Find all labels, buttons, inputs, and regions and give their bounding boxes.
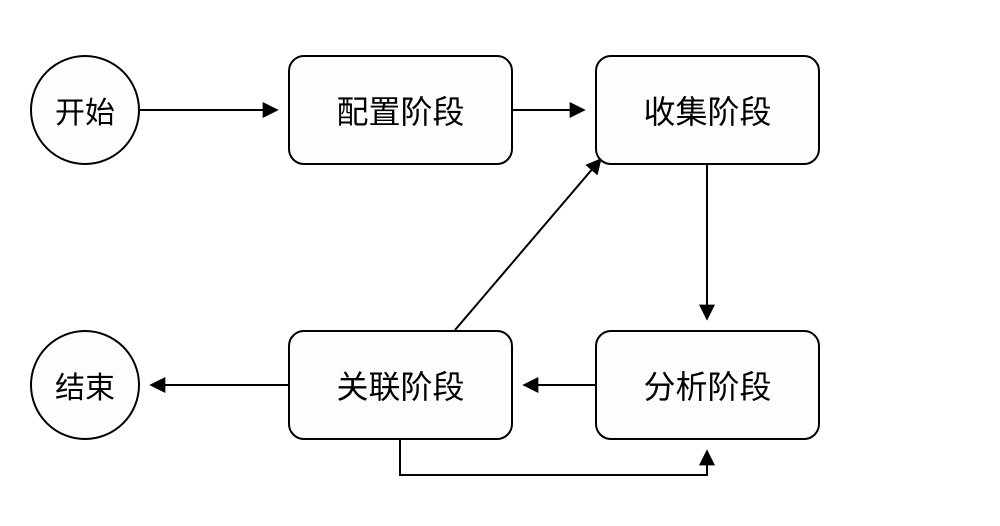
node-collect: 收集阶段: [595, 55, 820, 165]
node-start-label: 开始: [55, 88, 115, 132]
flowchart-canvas: 开始 结束 配置阶段 收集阶段 关联阶段 分析阶段: [0, 0, 1000, 526]
node-end-label: 结束: [55, 363, 115, 407]
edge-assoc-to-collect_loop: [400, 440, 707, 475]
edge-assoc-to-collect: [455, 160, 600, 330]
node-assoc: 关联阶段: [288, 330, 513, 440]
node-assoc-label: 关联阶段: [336, 362, 464, 408]
node-config-label: 配置阶段: [336, 87, 464, 133]
node-collect-label: 收集阶段: [643, 87, 771, 133]
node-analyze: 分析阶段: [595, 330, 820, 440]
node-config: 配置阶段: [288, 55, 513, 165]
node-analyze-label: 分析阶段: [643, 362, 771, 408]
node-start: 开始: [30, 55, 140, 165]
node-end: 结束: [30, 330, 140, 440]
